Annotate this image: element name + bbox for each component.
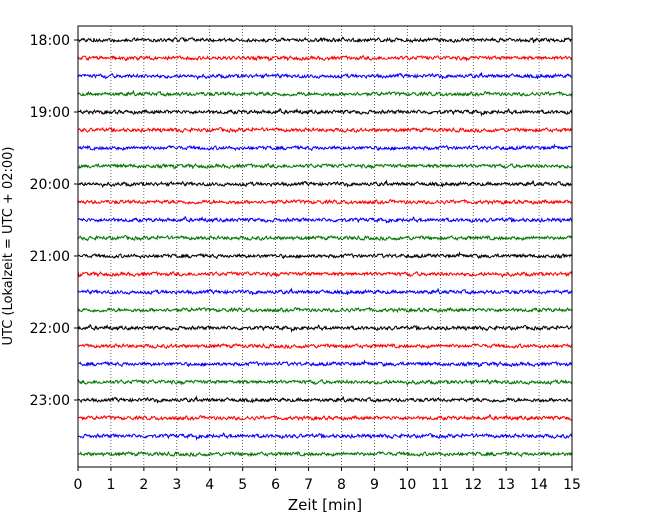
y-axis-label: UTC (Lokalzeit = UTC + 02:00): [1, 147, 16, 346]
y-tick-label: 21:00: [30, 249, 70, 265]
seismic-trace: [77, 198, 573, 206]
x-tick-label: 11: [431, 477, 449, 493]
y-tick-label: 23:00: [30, 393, 70, 409]
seismic-trace: [77, 306, 573, 314]
y-tick-label: 18:00: [30, 33, 70, 49]
x-tick-label: 4: [205, 477, 214, 493]
seismic-trace: [77, 432, 573, 442]
seismic-trace: [77, 215, 573, 224]
seismic-trace: [77, 36, 573, 44]
x-tick-layer: 0 1 2 3 4 5 6 7 8 9 10 11 12 13 14 15: [74, 467, 581, 493]
y-tick-label: 20:00: [30, 177, 70, 193]
seismic-trace: [77, 90, 573, 97]
x-tick-label: 6: [271, 477, 280, 493]
seismic-trace: [77, 54, 573, 62]
seismic-trace: [77, 450, 573, 458]
x-axis-label: Zeit [min]: [288, 496, 362, 514]
seismic-trace: [77, 395, 573, 404]
seismic-trace: [77, 323, 573, 334]
x-tick-label: 15: [563, 477, 581, 493]
y-tick-layer: 18:00 19:00 20:00 21:00 22:00 23:00: [30, 33, 78, 409]
seismic-trace: [77, 71, 573, 81]
x-tick-label: 9: [370, 477, 379, 493]
x-tick-label: 10: [398, 477, 416, 493]
seismic-trace: [77, 234, 573, 242]
y-tick-label: 19:00: [30, 105, 70, 121]
x-tick-label: 3: [172, 477, 181, 493]
y-tick-label: 22:00: [30, 321, 70, 337]
seismic-trace: [77, 287, 573, 296]
x-tick-label: 12: [464, 477, 482, 493]
seismic-trace: [77, 107, 573, 118]
seismic-trace: [77, 251, 573, 260]
seismic-trace: [77, 359, 573, 368]
seismic-trace: [77, 378, 573, 387]
seismic-trace: [77, 143, 573, 152]
x-tick-label: 14: [530, 477, 548, 493]
x-tick-label: 7: [304, 477, 313, 493]
seismic-trace: [77, 270, 573, 279]
seismic-trace: [77, 126, 573, 134]
x-tick-label: 2: [139, 477, 148, 493]
x-tick-label: 1: [106, 477, 115, 493]
seismic-trace: [77, 179, 573, 189]
plot-frame: [77, 25, 573, 468]
x-tick-label: 8: [337, 477, 346, 493]
x-tick-label: 13: [497, 477, 515, 493]
seismic-trace: [77, 342, 573, 350]
trace-layer: [77, 36, 573, 458]
seismic-trace: [77, 162, 573, 170]
x-tick-label: 0: [74, 477, 83, 493]
seismic-trace: [77, 413, 573, 422]
x-tick-label: 5: [238, 477, 247, 493]
